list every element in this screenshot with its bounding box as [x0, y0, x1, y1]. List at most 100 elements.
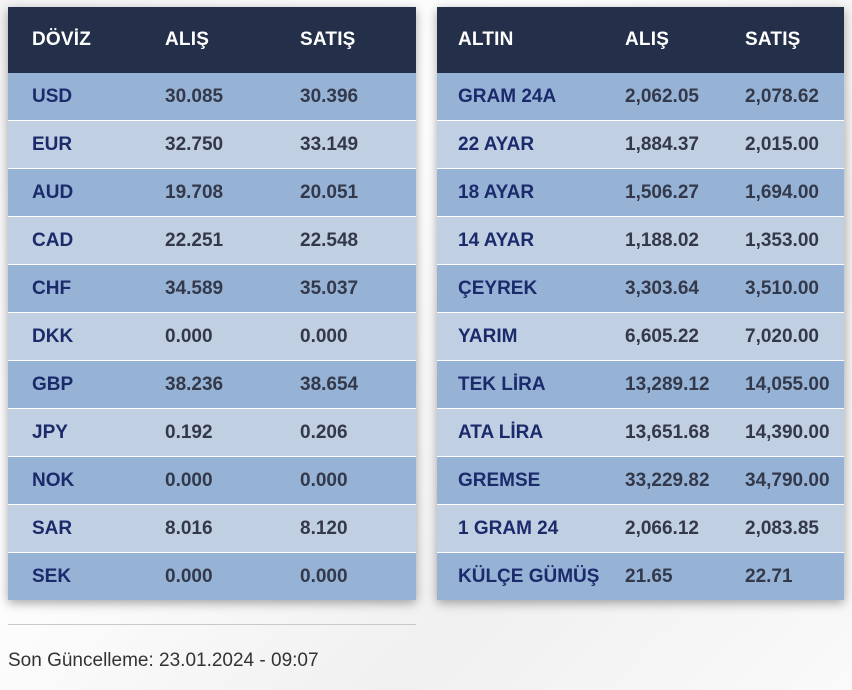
table-row: KÜLÇE GÜMÜŞ 21.65 22.71	[437, 552, 844, 600]
table-row: CHF 34.589 35.037	[8, 264, 416, 313]
sell-value: 30.396	[278, 73, 416, 121]
currency-code: CHF	[8, 264, 142, 313]
header-alis: ALIŞ	[142, 7, 278, 73]
gold-type: YARIM	[437, 312, 604, 361]
currency-code: SEK	[8, 552, 142, 600]
header-satis: SATIŞ	[724, 7, 844, 73]
buy-value: 2,062.05	[604, 73, 724, 121]
currency-code: SAR	[8, 504, 142, 553]
gold-type: GRAM 24A	[437, 73, 604, 121]
last-updated-text: Son Güncelleme: 23.01.2024 - 09:07	[8, 650, 319, 671]
table-row: 14 AYAR 1,188.02 1,353.00	[437, 216, 844, 265]
currency-code: USD	[8, 73, 142, 121]
sell-value: 14,055.00	[724, 360, 844, 409]
sell-value: 1,694.00	[724, 168, 844, 217]
buy-value: 0.000	[142, 312, 278, 361]
currency-table-header: DÖVİZ ALIŞ SATIŞ	[8, 7, 416, 73]
table-row: SAR 8.016 8.120	[8, 504, 416, 553]
buy-value: 22.251	[142, 216, 278, 265]
buy-value: 34.589	[142, 264, 278, 313]
table-row: YARIM 6,605.22 7,020.00	[437, 312, 844, 361]
sell-value: 2,083.85	[724, 504, 844, 553]
currency-table: DÖVİZ ALIŞ SATIŞ USD 30.085 30.396 EUR 3…	[8, 7, 416, 600]
buy-value: 0.000	[142, 552, 278, 600]
table-row: CAD 22.251 22.548	[8, 216, 416, 265]
table-row: SEK 0.000 0.000	[8, 552, 416, 600]
buy-value: 21.65	[604, 552, 724, 600]
buy-value: 33,229.82	[604, 456, 724, 505]
gold-table: ALTIN ALIŞ SATIŞ GRAM 24A 2,062.05 2,078…	[437, 7, 844, 600]
currency-code: DKK	[8, 312, 142, 361]
sell-value: 8.120	[278, 504, 416, 553]
table-row: JPY 0.192 0.206	[8, 408, 416, 457]
sell-value: 2,078.62	[724, 73, 844, 121]
currency-code: GBP	[8, 360, 142, 409]
sell-value: 3,510.00	[724, 264, 844, 313]
sell-value: 0.206	[278, 408, 416, 457]
buy-value: 2,066.12	[604, 504, 724, 553]
buy-value: 30.085	[142, 73, 278, 121]
buy-value: 19.708	[142, 168, 278, 217]
gold-type: 18 AYAR	[437, 168, 604, 217]
currency-code: NOK	[8, 456, 142, 505]
table-row: 22 AYAR 1,884.37 2,015.00	[437, 120, 844, 169]
sell-value: 20.051	[278, 168, 416, 217]
gold-table-header: ALTIN ALIŞ SATIŞ	[437, 7, 844, 73]
header-alis: ALIŞ	[604, 7, 724, 73]
header-doviz: DÖVİZ	[8, 7, 142, 73]
gold-type: TEK LİRA	[437, 360, 604, 409]
sell-value: 14,390.00	[724, 408, 844, 457]
buy-value: 8.016	[142, 504, 278, 553]
sell-value: 0.000	[278, 312, 416, 361]
footer-divider	[8, 624, 416, 625]
sell-value: 2,015.00	[724, 120, 844, 169]
table-row: USD 30.085 30.396	[8, 73, 416, 121]
currency-code: CAD	[8, 216, 142, 265]
currency-code: AUD	[8, 168, 142, 217]
table-row: 18 AYAR 1,506.27 1,694.00	[437, 168, 844, 217]
buy-value: 1,188.02	[604, 216, 724, 265]
gold-type: 22 AYAR	[437, 120, 604, 169]
sell-value: 7,020.00	[724, 312, 844, 361]
sell-value: 33.149	[278, 120, 416, 169]
sell-value: 0.000	[278, 552, 416, 600]
header-satis: SATIŞ	[278, 7, 416, 73]
table-row: TEK LİRA 13,289.12 14,055.00	[437, 360, 844, 409]
sell-value: 22.71	[724, 552, 844, 600]
sell-value: 22.548	[278, 216, 416, 265]
gold-type: KÜLÇE GÜMÜŞ	[437, 552, 604, 600]
buy-value: 6,605.22	[604, 312, 724, 361]
buy-value: 0.192	[142, 408, 278, 457]
table-row: ÇEYREK 3,303.64 3,510.00	[437, 264, 844, 313]
table-row: DKK 0.000 0.000	[8, 312, 416, 361]
table-row: EUR 32.750 33.149	[8, 120, 416, 169]
gold-type: 14 AYAR	[437, 216, 604, 265]
gold-type: ÇEYREK	[437, 264, 604, 313]
header-altin: ALTIN	[437, 7, 604, 73]
buy-value: 1,506.27	[604, 168, 724, 217]
sell-value: 35.037	[278, 264, 416, 313]
table-row: 1 GRAM 24 2,066.12 2,083.85	[437, 504, 844, 553]
sell-value: 34,790.00	[724, 456, 844, 505]
table-row: NOK 0.000 0.000	[8, 456, 416, 505]
sell-value: 0.000	[278, 456, 416, 505]
buy-value: 32.750	[142, 120, 278, 169]
gold-type: 1 GRAM 24	[437, 504, 604, 553]
gold-type: ATA LİRA	[437, 408, 604, 457]
currency-code: EUR	[8, 120, 142, 169]
table-row: GRAM 24A 2,062.05 2,078.62	[437, 73, 844, 121]
sell-value: 38.654	[278, 360, 416, 409]
sell-value: 1,353.00	[724, 216, 844, 265]
table-row: GBP 38.236 38.654	[8, 360, 416, 409]
table-row: AUD 19.708 20.051	[8, 168, 416, 217]
gold-type: GREMSE	[437, 456, 604, 505]
buy-value: 13,289.12	[604, 360, 724, 409]
buy-value: 38.236	[142, 360, 278, 409]
buy-value: 3,303.64	[604, 264, 724, 313]
table-row: ATA LİRA 13,651.68 14,390.00	[437, 408, 844, 457]
buy-value: 0.000	[142, 456, 278, 505]
table-row: GREMSE 33,229.82 34,790.00	[437, 456, 844, 505]
buy-value: 13,651.68	[604, 408, 724, 457]
buy-value: 1,884.37	[604, 120, 724, 169]
currency-code: JPY	[8, 408, 142, 457]
